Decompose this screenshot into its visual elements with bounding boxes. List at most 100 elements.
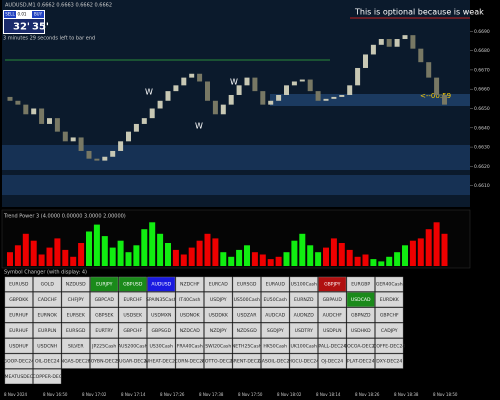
buy-button[interactable] bbox=[32, 11, 44, 18]
symbol-label: GASOIL-DEC24 bbox=[258, 359, 292, 365]
symbol-button[interactable] bbox=[4, 292, 33, 307]
symbol-button[interactable] bbox=[261, 353, 290, 369]
symbol-button[interactable] bbox=[147, 307, 176, 323]
symbol-button[interactable] bbox=[175, 276, 204, 292]
symbol-button[interactable] bbox=[289, 307, 318, 323]
symbol-button[interactable] bbox=[318, 353, 347, 369]
symbol-button[interactable] bbox=[4, 338, 33, 354]
symbol-button[interactable] bbox=[375, 292, 404, 307]
countdown: <--00:59 bbox=[420, 92, 451, 100]
symbol-button[interactable] bbox=[318, 292, 347, 307]
symbol-label: COTTO-DEC24 bbox=[202, 359, 235, 365]
symbol-button[interactable] bbox=[90, 276, 119, 292]
symbol-label: USDMXN bbox=[151, 313, 171, 319]
symbol-button[interactable] bbox=[232, 276, 261, 292]
symbol-button[interactable] bbox=[204, 307, 233, 323]
symbol-button[interactable] bbox=[61, 323, 90, 338]
symbol-button[interactable] bbox=[232, 323, 261, 338]
symbol-button[interactable] bbox=[147, 338, 176, 354]
symbol-button[interactable] bbox=[33, 338, 62, 354]
candle bbox=[418, 48, 424, 63]
symbol-button[interactable] bbox=[33, 323, 62, 338]
symbol-button[interactable] bbox=[346, 323, 375, 338]
symbol-button[interactable] bbox=[346, 276, 375, 292]
symbol-button[interactable] bbox=[118, 323, 147, 338]
symbol-button[interactable] bbox=[261, 307, 290, 323]
sell-button[interactable] bbox=[4, 11, 16, 18]
symbol-button[interactable] bbox=[375, 323, 404, 338]
symbol-button[interactable] bbox=[118, 292, 147, 307]
symbol-button[interactable] bbox=[33, 276, 62, 292]
symbol-button[interactable] bbox=[147, 276, 176, 292]
symbol-button[interactable] bbox=[375, 338, 404, 354]
symbol-button[interactable] bbox=[90, 323, 119, 338]
symbol-button[interactable] bbox=[375, 276, 404, 292]
symbol-button[interactable] bbox=[175, 323, 204, 338]
symbol-button[interactable] bbox=[118, 338, 147, 354]
symbol-button[interactable] bbox=[346, 353, 375, 369]
symbol-button[interactable] bbox=[33, 369, 62, 384]
symbol-label: DXY-DEC24 bbox=[376, 359, 402, 365]
symbol-button[interactable] bbox=[4, 307, 33, 323]
symbol-button[interactable] bbox=[90, 292, 119, 307]
symbol-button[interactable] bbox=[346, 292, 375, 307]
symbol-button[interactable] bbox=[147, 292, 176, 307]
symbol-button[interactable] bbox=[232, 338, 261, 354]
symbol-button[interactable] bbox=[90, 353, 119, 369]
symbol-button[interactable] bbox=[204, 292, 233, 307]
symbol-button[interactable] bbox=[261, 276, 290, 292]
symbol-button[interactable] bbox=[90, 307, 119, 323]
symbol-button[interactable] bbox=[346, 338, 375, 354]
symbol-button[interactable] bbox=[261, 323, 290, 338]
symbol-button[interactable] bbox=[33, 307, 62, 323]
symbol-button[interactable] bbox=[232, 353, 261, 369]
symbol-button[interactable] bbox=[4, 369, 33, 384]
candle bbox=[307, 79, 313, 92]
symbol-button[interactable] bbox=[147, 323, 176, 338]
symbol-button[interactable] bbox=[289, 292, 318, 307]
symbol-button[interactable] bbox=[232, 292, 261, 307]
symbol-button[interactable] bbox=[232, 307, 261, 323]
symbol-button[interactable] bbox=[204, 338, 233, 354]
symbol-label: AUDUSD bbox=[151, 282, 171, 288]
symbol-button[interactable] bbox=[33, 353, 62, 369]
symbol-button[interactable] bbox=[318, 307, 347, 323]
symbol-button[interactable] bbox=[289, 353, 318, 369]
symbol-button[interactable] bbox=[289, 338, 318, 354]
symbol-button[interactable] bbox=[261, 292, 290, 307]
symbol-button[interactable] bbox=[204, 276, 233, 292]
symbol-button[interactable] bbox=[175, 307, 204, 323]
symbol-button[interactable] bbox=[346, 307, 375, 323]
symbol-button[interactable] bbox=[375, 353, 404, 369]
candle bbox=[347, 85, 353, 95]
symbol-button[interactable] bbox=[118, 353, 147, 369]
symbol-button[interactable] bbox=[204, 353, 233, 369]
symbol-label: EURNOK bbox=[37, 313, 58, 319]
symbol-button[interactable] bbox=[175, 292, 204, 307]
symbol-button[interactable] bbox=[289, 276, 318, 292]
symbol-button[interactable] bbox=[318, 323, 347, 338]
symbol-button[interactable] bbox=[318, 338, 347, 354]
symbol-button[interactable] bbox=[33, 292, 62, 307]
symbol-button[interactable] bbox=[4, 323, 33, 338]
symbol-button[interactable] bbox=[4, 276, 33, 292]
symbol-button[interactable] bbox=[61, 276, 90, 292]
symbol-button[interactable] bbox=[90, 338, 119, 354]
symbol-label: EURCAD bbox=[209, 282, 229, 288]
symbol-button[interactable] bbox=[61, 353, 90, 369]
symbol-button[interactable] bbox=[175, 338, 204, 354]
symbol-button[interactable] bbox=[375, 307, 404, 323]
symbol-button[interactable] bbox=[261, 338, 290, 354]
symbol-button[interactable] bbox=[61, 292, 90, 307]
symbol-button[interactable] bbox=[175, 353, 204, 369]
symbol-button[interactable] bbox=[289, 323, 318, 338]
symbol-button[interactable] bbox=[4, 353, 33, 369]
symbol-button[interactable] bbox=[61, 307, 90, 323]
symbol-button[interactable] bbox=[118, 307, 147, 323]
sell-label: SELL bbox=[5, 12, 15, 17]
symbol-button[interactable] bbox=[318, 276, 347, 292]
symbol-button[interactable] bbox=[204, 323, 233, 338]
symbol-button[interactable] bbox=[118, 276, 147, 292]
symbol-button[interactable] bbox=[147, 353, 176, 369]
symbol-button[interactable] bbox=[61, 338, 90, 354]
